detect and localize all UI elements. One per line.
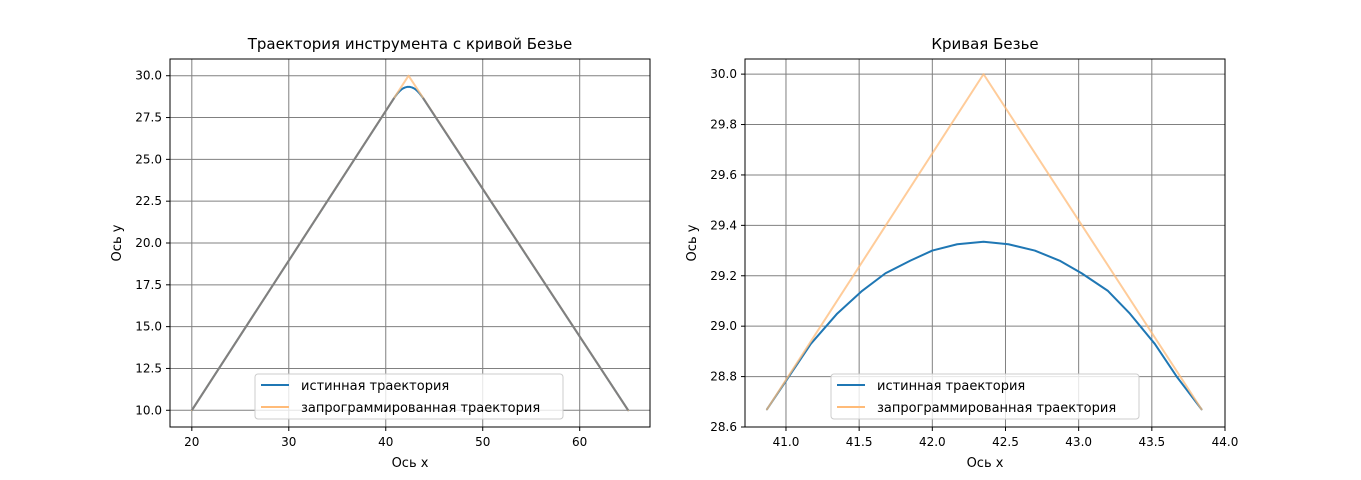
left-y-tick-label: 17.5 — [135, 278, 162, 292]
left-y-axis-label: Ось y — [110, 224, 125, 261]
right-y-tick-label: 28.8 — [710, 370, 737, 384]
right-x-axis-label: Ось x — [967, 456, 1004, 471]
right-series-programmed-trajectory — [765, 73, 1203, 411]
right-y-tick-label: 30.0 — [710, 67, 737, 81]
chart-right: 41.0 41.5 42.0 42.5 43.0 43.5 44.0 28.6 28.8 29.0… — [685, 35, 1238, 471]
right-chart-title: Кривая Безье — [931, 35, 1038, 53]
left-overlap-segment — [422, 97, 630, 411]
left-overlap-segment — [190, 97, 396, 411]
right-legend-label-true: истинная траектория — [877, 379, 1025, 394]
right-y-tick-label: 29.6 — [710, 168, 737, 182]
left-legend-label-true: истинная траектория — [301, 379, 449, 394]
right-legend: истинная траектория запрограммированная … — [830, 373, 1140, 420]
left-legend-label-programmed: запрограммированная траектория — [301, 401, 540, 416]
right-x-tick-label: 43.5 — [1138, 435, 1165, 449]
right-legend-label-programmed: запрограммированная траектория — [877, 401, 1116, 416]
right-x-tick-label: 44.0 — [1212, 435, 1239, 449]
left-ticks: 20 30 40 50 60 10.0 12.5 15.0 17.5 20.0 22.5 25.0 27… — [135, 69, 587, 449]
left-legend: истинная траектория запрограммированная … — [254, 373, 564, 420]
right-x-tick-label: 43.0 — [1065, 435, 1092, 449]
left-legend-box — [254, 373, 564, 420]
left-series — [190, 74, 630, 412]
right-x-tick-label: 41.0 — [773, 435, 800, 449]
right-x-tick-label: 42.0 — [919, 435, 946, 449]
right-ticks: 41.0 41.5 42.0 42.5 43.0 43.5 44.0 28.6 28.8 29.0… — [710, 67, 1238, 449]
left-y-tick-label: 30.0 — [135, 69, 162, 83]
left-y-tick-label: 22.5 — [135, 194, 162, 208]
right-y-tick-label: 29.0 — [710, 319, 737, 333]
chart-left: 20 30 40 50 60 10.0 12.5 15.0 17.5 20.0 22.5 25.0 27… — [110, 35, 651, 471]
left-x-axis-label: Ось x — [392, 456, 429, 471]
left-y-tick-label: 12.5 — [135, 361, 162, 375]
right-x-tick-label: 42.5 — [992, 435, 1019, 449]
right-y-tick-label: 29.8 — [710, 118, 737, 132]
left-y-tick-label: 27.5 — [135, 111, 162, 125]
right-x-tick-label: 41.5 — [846, 435, 873, 449]
right-series — [765, 73, 1203, 411]
left-chart-title: Траектория инструмента с кривой Безье — [247, 35, 573, 53]
right-y-axis-label: Ось y — [685, 224, 700, 261]
right-legend-box — [830, 373, 1140, 420]
left-y-tick-label: 25.0 — [135, 152, 162, 166]
right-series-true-trajectory — [765, 240, 1203, 411]
right-axes-frame — [744, 58, 1226, 428]
left-x-tick-label: 20 — [184, 435, 199, 449]
right-y-tick-label: 29.2 — [710, 269, 737, 283]
left-x-tick-label: 40 — [378, 435, 393, 449]
left-x-tick-label: 30 — [281, 435, 296, 449]
left-y-tick-label: 15.0 — [135, 320, 162, 334]
right-y-tick-label: 28.6 — [710, 420, 737, 434]
left-x-tick-label: 60 — [572, 435, 587, 449]
left-y-tick-label: 10.0 — [135, 403, 162, 417]
left-y-tick-label: 20.0 — [135, 236, 162, 250]
right-y-tick-label: 29.4 — [710, 218, 737, 232]
left-x-tick-label: 50 — [475, 435, 490, 449]
